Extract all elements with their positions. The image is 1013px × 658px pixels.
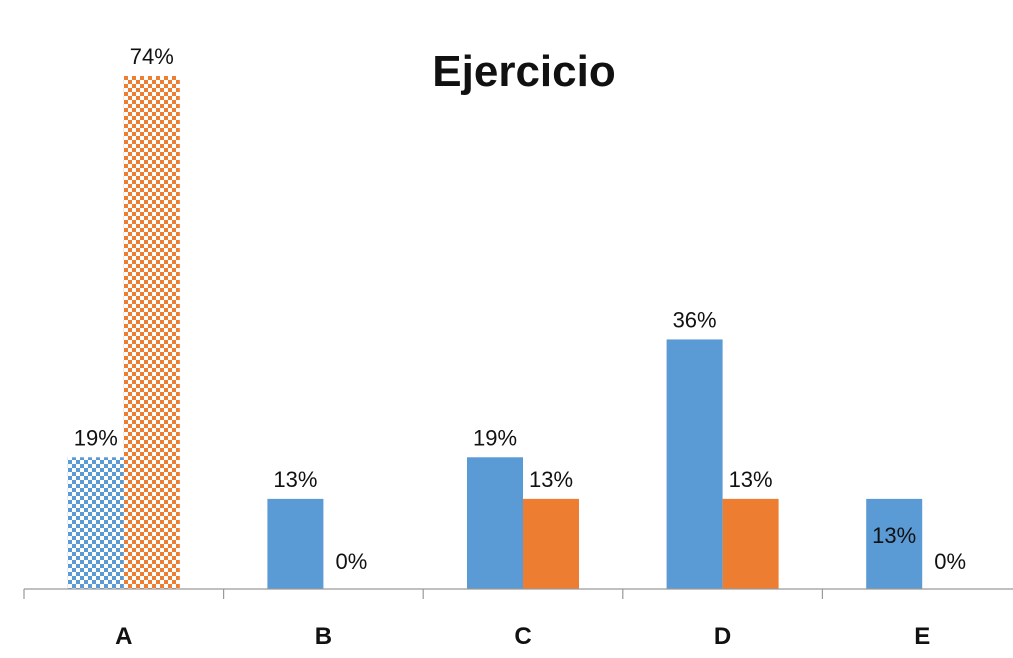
- chart-title: Ejercicio: [432, 47, 615, 96]
- data-label-d-series-2: 13%: [729, 467, 773, 492]
- category-label-e: E: [914, 623, 930, 650]
- bar-c-series-1: [467, 457, 523, 589]
- data-labels-layer: 19% 74% 13% 0% 19% 13% 36% 13% 13% 0%: [74, 44, 966, 574]
- bar-d-series-1: [666, 339, 723, 589]
- data-label-c-series-2: 13%: [529, 467, 573, 492]
- category-label-c: C: [514, 623, 531, 650]
- data-label-e-series-2: 0%: [934, 549, 966, 574]
- category-label-a: A: [115, 623, 132, 650]
- bar-a-series-2: [123, 76, 180, 589]
- data-label-e-series-1: 13%: [872, 523, 916, 548]
- bar-c-series-2: [523, 498, 579, 589]
- bar-a-series-1: [67, 457, 124, 589]
- data-label-a-series-1: 19%: [74, 425, 118, 450]
- data-label-c-series-1: 19%: [473, 425, 517, 450]
- bars-layer: [67, 76, 923, 589]
- x-axis: A B C D E: [23, 588, 1013, 650]
- bar-d-series-2: [722, 498, 779, 589]
- category-label-b: B: [315, 623, 332, 650]
- category-label-d: D: [714, 623, 731, 650]
- data-label-b-series-1: 13%: [273, 467, 317, 492]
- bar-e-series-1: [866, 498, 923, 589]
- data-label-a-series-2: 74%: [130, 44, 174, 69]
- data-label-d-series-1: 36%: [673, 307, 717, 332]
- data-label-b-series-2: 0%: [336, 549, 368, 574]
- bar-b-series-1: [267, 498, 324, 589]
